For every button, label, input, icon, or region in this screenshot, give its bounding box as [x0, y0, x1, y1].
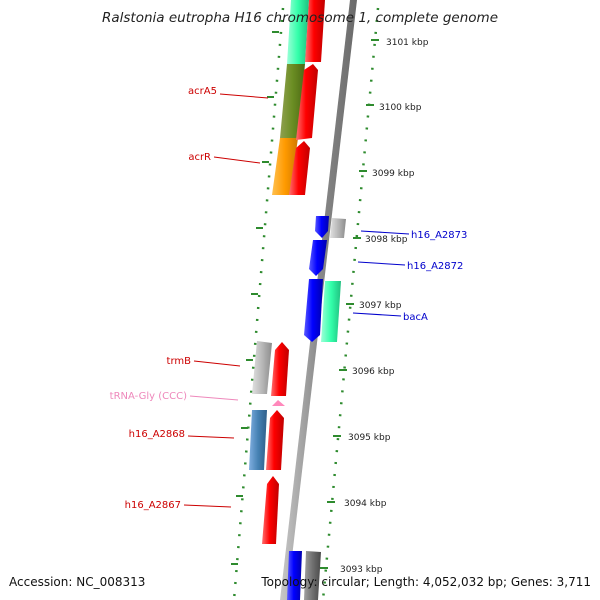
- tick-label-3098: 3098 kbp: [365, 235, 408, 245]
- gene-arrow-red-trmB: [271, 342, 289, 396]
- gene-label-h16_A2868: h16_A2868: [129, 429, 185, 440]
- genome-info-text: Topology: circular; Length: 4,052,032 bp…: [261, 575, 591, 589]
- tick-label-3099: 3099 kbp: [372, 169, 415, 179]
- gene-block-steel-h16_A2868: [249, 410, 267, 470]
- gene-block-gray-bottom: [304, 551, 321, 600]
- gene-arrow-blue-h16_A2873: [315, 216, 329, 238]
- gene-label-trna: tRNA-Gly (CCC): [110, 391, 187, 402]
- gene-label-h16_A2872: h16_A2872: [407, 261, 463, 272]
- gene-arrow-red-acrA5: [296, 64, 318, 140]
- gene-label-acrR: acrR: [188, 152, 211, 163]
- trna-marker: [272, 400, 285, 406]
- tick-label-3101: 3101 kbp: [386, 38, 429, 48]
- gene-label-bacA: bacA: [403, 312, 428, 323]
- leader-lines-left: [183, 93, 269, 508]
- tick-label-3097: 3097 kbp: [359, 301, 402, 311]
- tick-label-3100: 3100 kbp: [379, 103, 422, 113]
- tick-label-3093: 3093 kbp: [340, 565, 383, 575]
- gene-block-mint-top: [287, 0, 309, 64]
- tick-label-3094: 3094 kbp: [344, 499, 387, 509]
- gene-label-h16_A2873: h16_A2873: [411, 230, 467, 241]
- tick-marks: [231, 31, 379, 569]
- gene-arrow-blue-h16_A2872: [309, 240, 327, 276]
- leader-lines-right: [352, 230, 410, 317]
- gene-block-mint-bacA: [321, 281, 341, 342]
- gene-block-blue-bottom: [287, 551, 302, 600]
- gene-arrow-blue-bacA: [304, 279, 323, 342]
- tick-label-3096: 3096 kbp: [352, 367, 395, 377]
- map-title: Ralstonia eutropha H16 chromosome 1, com…: [101, 10, 499, 26]
- gene-label-acrA5: acrA5: [188, 86, 217, 97]
- gene-arrow-red-top: [305, 0, 325, 62]
- gene-arrow-red-acrR: [289, 141, 310, 195]
- gene-block-gray-trmB: [252, 341, 272, 394]
- gene-label-trmB: trmB: [167, 356, 192, 367]
- accession-text: Accession: NC_008313: [9, 575, 146, 589]
- gene-block-gray-h16_A2873: [330, 218, 346, 238]
- tick-label-3095: 3095 kbp: [348, 433, 391, 443]
- leader-line-trna: [189, 395, 239, 401]
- gene-arrow-red-h16_A2867: [262, 476, 279, 544]
- gene-arrow-red-h16_A2868: [266, 410, 284, 470]
- gene-label-h16_A2867: h16_A2867: [125, 500, 181, 511]
